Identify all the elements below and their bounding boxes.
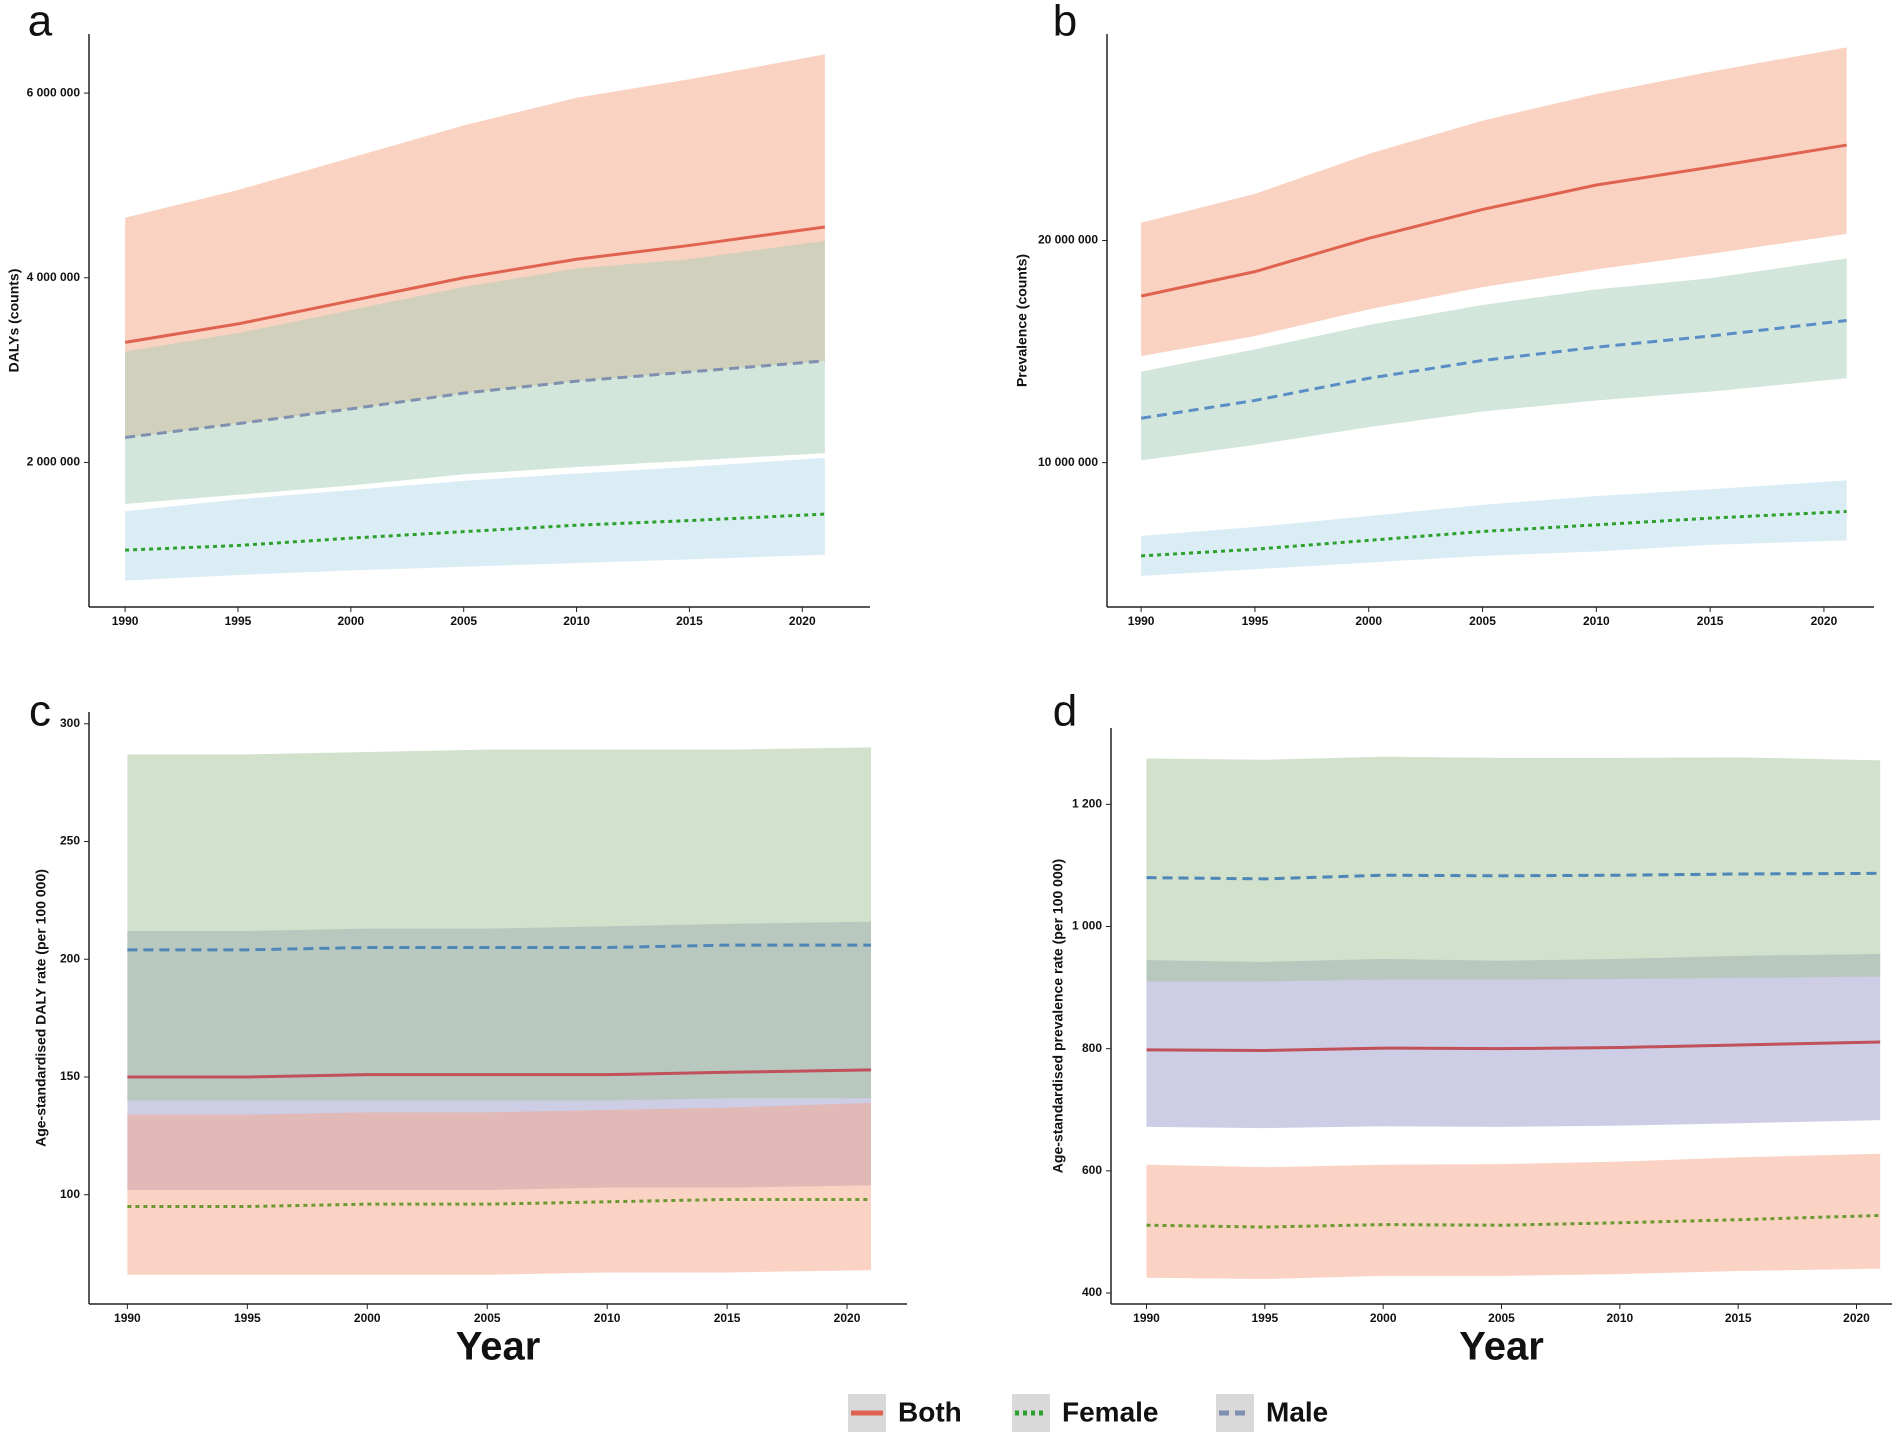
- x-tick-label: 2020: [834, 1311, 861, 1325]
- uncertainty-band: [125, 240, 825, 504]
- y-tick-label: 6 000 000: [27, 85, 81, 99]
- x-tick-label: 2010: [1583, 614, 1610, 628]
- series-line: [127, 943, 872, 952]
- y-tick-label: 300: [60, 716, 80, 730]
- x-tick-label: 2000: [337, 614, 364, 628]
- y-axis-label: DALYs (counts): [6, 269, 22, 373]
- x-tick-label: 2000: [1355, 614, 1382, 628]
- panel: d Age-standardised prevalence rate (per 1…: [1050, 687, 1892, 1369]
- legend-label: Male: [1266, 1396, 1328, 1427]
- x-tick-label: 2005: [474, 1311, 501, 1325]
- x-tick-label: 1995: [225, 614, 252, 628]
- series-line: [1146, 1213, 1881, 1229]
- series-line: [127, 1068, 872, 1079]
- y-tick-label: 2 000 000: [27, 455, 81, 469]
- y-axis-label: Age-standardised DALY rate (per 100 000): [33, 869, 49, 1147]
- uncertainty-band: [1146, 756, 1881, 982]
- y-tick-label: 4 000 000: [27, 270, 81, 284]
- x-tick-label: 1995: [1242, 614, 1269, 628]
- y-tick-label: 20 000 000: [1038, 233, 1098, 247]
- x-tick-label: 1990: [112, 614, 139, 628]
- x-tick-label: 2000: [1370, 1311, 1397, 1325]
- x-tick-label: 1990: [1128, 614, 1155, 628]
- series-line: [124, 359, 825, 439]
- series-line: [1146, 871, 1881, 881]
- series-line: [124, 225, 826, 344]
- y-tick-label: 100: [60, 1187, 80, 1201]
- x-tick-label: 2005: [1469, 614, 1496, 628]
- uncertainty-band: [1146, 954, 1881, 1129]
- panel-letter: a: [28, 0, 53, 46]
- x-tick-label: 2015: [1725, 1311, 1752, 1325]
- x-tick-label: 2010: [1606, 1311, 1633, 1325]
- series-line: [125, 512, 825, 552]
- x-tick-label: 2015: [1697, 614, 1724, 628]
- uncertainty-band: [125, 457, 825, 581]
- x-tick-label: 1995: [1251, 1311, 1278, 1325]
- uncertainty-band: [1141, 47, 1847, 357]
- panel: a DALYs (counts) 2 000 000 4 000 000 6 000 0…: [6, 0, 870, 628]
- x-tick-label: 1995: [234, 1311, 261, 1325]
- y-tick-label: 1 200: [1072, 797, 1102, 811]
- series-line: [1141, 510, 1847, 558]
- y-tick-label: 250: [60, 834, 80, 848]
- uncertainty-band: [1146, 1153, 1881, 1279]
- uncertainty-band: [127, 747, 872, 1101]
- y-tick-label: 400: [1082, 1285, 1102, 1299]
- legend-item: Female: [1012, 1394, 1159, 1432]
- legend-item: Both: [848, 1394, 962, 1432]
- x-tick-label: 2020: [1811, 614, 1838, 628]
- x-tick-label: 2010: [563, 614, 590, 628]
- series-line: [1146, 1040, 1881, 1053]
- x-axis-label: Year: [456, 1325, 541, 1369]
- uncertainty-band: [1141, 480, 1847, 576]
- y-tick-label: 600: [1082, 1163, 1102, 1177]
- x-tick-label: 2000: [354, 1311, 381, 1325]
- uncertainty-band: [127, 1102, 872, 1275]
- x-tick-label: 2005: [450, 614, 477, 628]
- x-axis-label: Year: [1459, 1325, 1544, 1369]
- x-tick-label: 2005: [1488, 1311, 1515, 1325]
- x-tick-label: 2020: [1843, 1311, 1870, 1325]
- legend-item: Male: [1216, 1394, 1328, 1432]
- x-tick-label: 2015: [714, 1311, 741, 1325]
- series-line: [1140, 319, 1847, 420]
- panel: b Prevalence (counts) 10 000 000 20 000 000…: [1014, 0, 1874, 628]
- panel-letter: b: [1053, 0, 1077, 46]
- series-line: [1140, 143, 1847, 298]
- panel-letter: c: [29, 687, 51, 736]
- x-tick-label: 1990: [114, 1311, 141, 1325]
- panel: c Age-standardised DALY rate (per 100 000…: [29, 687, 907, 1369]
- y-axis-label: Age-standardised prevalence rate (per 10…: [1050, 859, 1066, 1173]
- x-tick-label: 2015: [676, 614, 703, 628]
- y-tick-label: 10 000 000: [1038, 455, 1098, 469]
- x-tick-label: 2010: [594, 1311, 621, 1325]
- legend-label: Female: [1062, 1396, 1159, 1427]
- y-tick-label: 800: [1082, 1041, 1102, 1055]
- x-tick-label: 2020: [789, 614, 816, 628]
- legend-label: Both: [898, 1396, 962, 1427]
- y-tick-label: 1 000: [1072, 919, 1102, 933]
- y-tick-label: 200: [60, 951, 80, 965]
- panel-letter: d: [1053, 687, 1077, 736]
- y-tick-label: 150: [60, 1069, 80, 1083]
- x-tick-label: 1990: [1133, 1311, 1160, 1325]
- y-axis-label: Prevalence (counts): [1014, 254, 1030, 387]
